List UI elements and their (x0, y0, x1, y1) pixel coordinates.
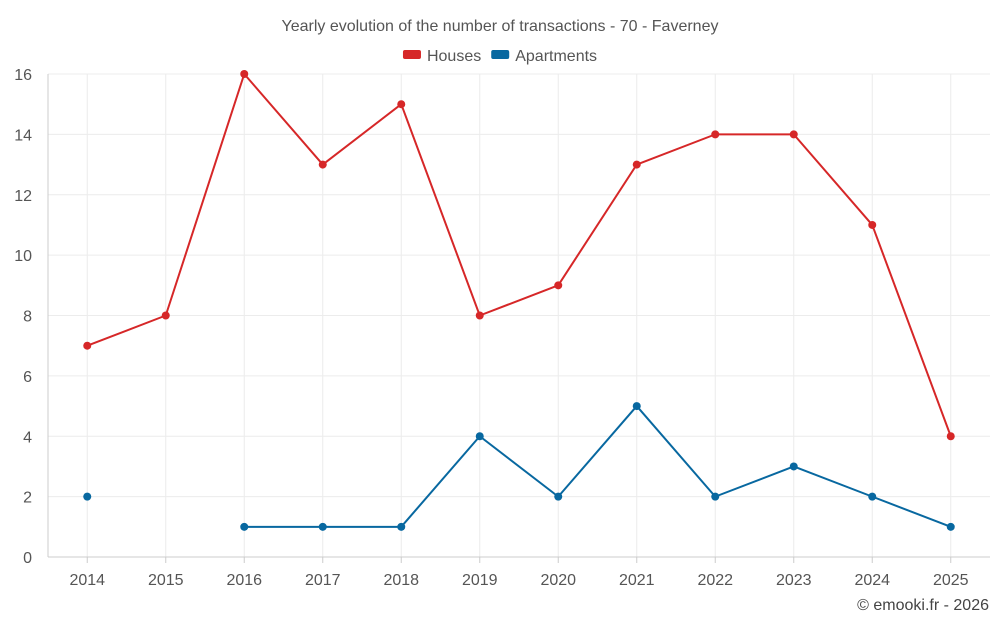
legend: Houses Apartments (402, 48, 597, 65)
series-houses (83, 70, 955, 441)
houses-point (161, 311, 170, 320)
apartments-point (475, 432, 484, 441)
series-group (83, 70, 955, 531)
apartments-point (946, 522, 955, 531)
y-tick-label: 12 (14, 188, 32, 205)
legend-swatch-houses (402, 50, 421, 59)
apartments-point (554, 492, 563, 501)
houses-point (475, 311, 484, 320)
y-tick-label: 0 (23, 550, 32, 567)
apartments-point (632, 402, 641, 411)
x-tick-label: 2018 (383, 572, 419, 589)
apartments-line (244, 405, 952, 528)
apartments-point (789, 462, 798, 471)
y-tick-label: 2 (23, 490, 32, 507)
houses-point (946, 432, 955, 441)
houses-line (86, 73, 952, 437)
gridlines (48, 73, 990, 557)
apartments-point (83, 492, 92, 501)
houses-point (240, 70, 249, 78)
houses-point (789, 130, 798, 139)
x-tick-label: 2014 (69, 572, 105, 589)
legend-swatch-apartments (491, 50, 510, 59)
legend-item-houses: Houses (402, 48, 481, 65)
houses-point (318, 160, 327, 169)
series-apartments (83, 402, 955, 531)
axes: 0 2 4 6 8 10 12 14 16 2014 2015 2016 2017 2018 2019 202… (14, 67, 990, 589)
chart-title: Yearly evolution of the number of transa… (282, 18, 719, 35)
legend-label-houses: Houses (427, 48, 481, 65)
x-tick-label: 2022 (697, 572, 733, 589)
y-tick-label: 10 (14, 248, 32, 265)
x-tick-label: 2015 (148, 572, 184, 589)
x-tick-label: 2017 (305, 572, 341, 589)
apartments-point (318, 522, 327, 531)
apartments-point (711, 492, 720, 501)
legend-item-apartments: Apartments (491, 48, 597, 65)
houses-point (711, 130, 720, 139)
y-tick-label: 4 (23, 429, 32, 446)
x-tick-label: 2023 (776, 572, 812, 589)
apartments-point (397, 522, 406, 531)
x-tick-label: 2019 (462, 572, 498, 589)
credit-text: © emooki.fr - 2026 (857, 597, 989, 614)
houses-point (83, 341, 92, 350)
y-tick-label: 16 (14, 67, 32, 84)
houses-point (397, 100, 406, 109)
apartments-point (240, 522, 249, 531)
apartments-point (868, 492, 877, 501)
y-tick-label: 6 (23, 369, 32, 386)
x-tick-label: 2020 (540, 572, 576, 589)
legend-label-apartments: Apartments (515, 48, 597, 65)
houses-point (554, 281, 563, 290)
y-tick-label: 8 (23, 309, 32, 326)
x-tick-label: 2021 (619, 572, 655, 589)
x-tick-label: 2016 (226, 572, 262, 589)
x-tick-label: 2024 (854, 572, 890, 589)
x-tick-label: 2025 (933, 572, 969, 589)
houses-point (632, 160, 641, 169)
y-tick-label: 14 (14, 127, 32, 144)
houses-point (868, 220, 877, 229)
